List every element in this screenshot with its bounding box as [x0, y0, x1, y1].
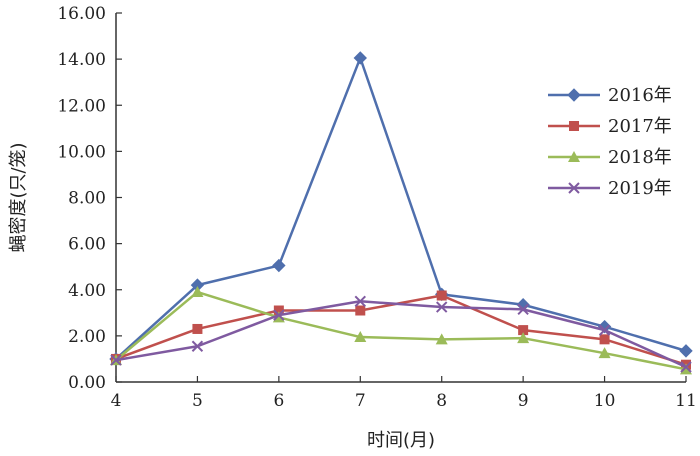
x-tick-label: 5: [192, 391, 203, 411]
data-point-x: [354, 295, 366, 307]
data-point-triangle: [354, 331, 367, 343]
x-tick-label: 7: [355, 391, 366, 411]
data-point-square: [518, 325, 529, 336]
data-point-x-stroke: [598, 324, 611, 336]
legend-label: 2019年: [608, 178, 672, 199]
series-0: [109, 51, 693, 366]
tick-labels: 0.00 2.00 4.00 6.00 8.00 10.00 12.00 14.00 16.00…: [57, 4, 696, 411]
data-point-triangle: [191, 286, 204, 298]
data-point-triangle: [598, 347, 611, 359]
data-point-triangle: [568, 151, 580, 162]
y-tick-label: 12.00: [57, 96, 106, 116]
data-point-diamond: [567, 88, 581, 102]
legend-label: 2018年: [608, 147, 672, 168]
x-tick-label: 4: [111, 391, 122, 411]
y-tick-label: 14.00: [57, 50, 106, 70]
y-tick-label: 4.00: [68, 281, 106, 301]
legend-label: 2017年: [608, 116, 672, 137]
y-tick-label: 0.00: [68, 373, 106, 393]
data-point-diamond: [353, 51, 367, 65]
series-line: [115, 56, 687, 360]
x-tick-label: 10: [594, 391, 616, 411]
x-tick-label: 6: [273, 391, 284, 411]
x-tick-label: 9: [518, 391, 529, 411]
data-point-triangle: [680, 363, 692, 375]
data-point-x-stroke: [273, 309, 285, 321]
data-point-x: [517, 303, 529, 316]
data-point-x: [568, 182, 580, 194]
y-tick-label: 16.00: [57, 4, 106, 24]
x-axis-title: 时间(月): [367, 430, 435, 451]
data-point-x: [110, 354, 122, 366]
data-point-x-stroke: [568, 182, 580, 194]
legend: 2016年 2017年 2018年 2019年: [548, 85, 672, 199]
axes: [115, 12, 687, 383]
data-point-x: [680, 361, 692, 373]
y-tick-label: 2.00: [68, 327, 106, 347]
legend-item: 2019年: [548, 178, 672, 199]
data-point-x: [273, 309, 285, 321]
x-tick-label: 11: [675, 391, 697, 411]
series-line: [115, 300, 687, 369]
data-point-x-stroke: [517, 303, 529, 316]
series-line: [115, 290, 687, 371]
legend-item: 2017年: [548, 116, 672, 137]
legend-item: 2018年: [548, 147, 672, 168]
data-point-x: [436, 301, 448, 313]
series-lines: [109, 51, 693, 375]
y-tick-label: 8.00: [68, 189, 106, 209]
legend-label: 2016年: [608, 85, 672, 106]
data-point-diamond: [272, 258, 286, 273]
data-point-x-stroke: [680, 361, 692, 373]
y-tick-label: 6.00: [68, 235, 106, 255]
data-point-x: [191, 340, 204, 352]
x-tick-label: 8: [436, 391, 447, 411]
data-point-x-stroke: [110, 354, 122, 366]
series-3: [110, 295, 692, 373]
data-point-triangle: [435, 333, 448, 345]
data-point-square: [569, 121, 579, 131]
data-point-square: [436, 290, 447, 301]
data-point-square: [192, 323, 203, 334]
data-point-square: [355, 305, 366, 316]
data-point-x-stroke: [191, 340, 204, 352]
y-axis-title: 蝇密度(只/笼): [8, 142, 29, 252]
data-point-triangle: [517, 332, 530, 344]
data-point-triangle: [272, 311, 285, 323]
data-point-x-stroke: [354, 295, 366, 307]
data-point-square: [273, 305, 284, 316]
data-point-square: [599, 334, 610, 345]
y-tick-label: 10.00: [57, 142, 106, 162]
legend-item: 2016年: [548, 85, 672, 106]
data-point-diamond: [679, 344, 693, 358]
data-point-x-stroke: [436, 301, 448, 313]
data-point-x: [598, 324, 611, 336]
